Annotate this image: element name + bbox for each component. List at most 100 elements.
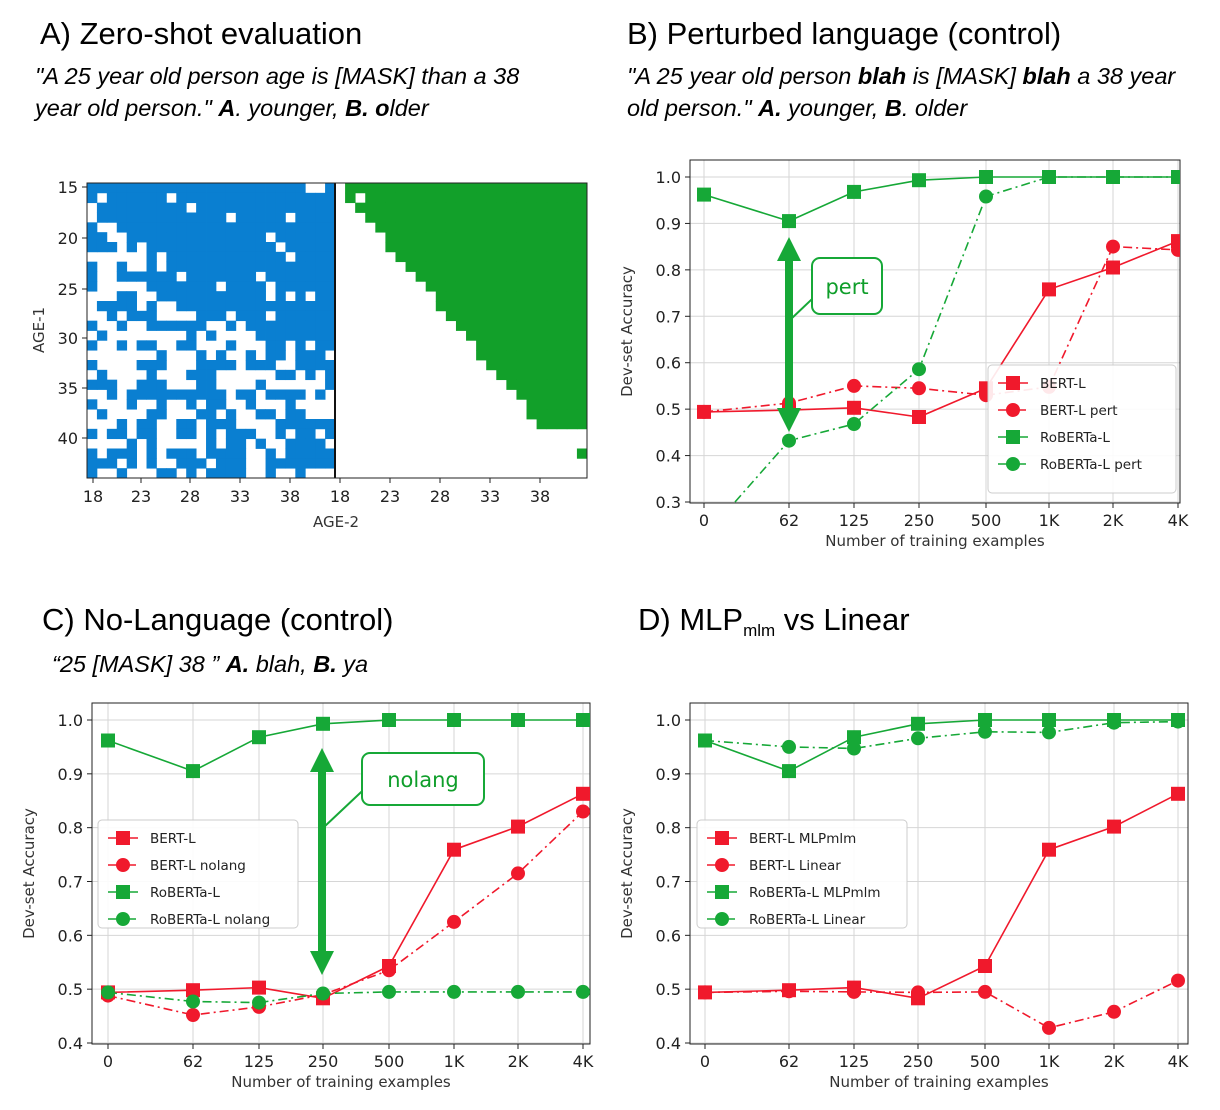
heatmap-cell-younger	[315, 389, 326, 400]
heatmap-cell-older	[526, 202, 537, 213]
heatmap-cell-younger	[295, 183, 306, 194]
heatmap-cell-younger	[87, 458, 98, 469]
heatmap-cell-younger	[146, 419, 157, 430]
heatmap-cell-younger	[295, 448, 306, 459]
heatmap-cell-younger	[235, 301, 247, 312]
heatmap-cell-younger	[245, 271, 257, 282]
heatmap-cell-older	[556, 350, 568, 361]
heatmap-cell-younger	[265, 212, 276, 223]
heatmap-cell-older	[526, 340, 537, 351]
heatmap-y-tick-label: 20	[58, 229, 78, 248]
heatmap-cell-older	[506, 291, 517, 302]
heatmap-cell-younger	[146, 320, 157, 331]
heatmap-cell-younger	[126, 192, 137, 204]
heatmap-cell-younger	[235, 428, 247, 440]
panel-b-subtitle: "A 25 year old person blah is [MASK] bla…	[627, 63, 1176, 121]
heatmap-cell-younger	[156, 360, 167, 371]
heatmap-cell-younger	[305, 360, 316, 371]
heatmap-cell-older	[556, 379, 568, 390]
heatmap-cell-older	[536, 192, 548, 204]
heatmap-cell-older	[576, 222, 588, 233]
heatmap-cell-older	[556, 202, 568, 213]
heatmap-cell-younger	[295, 232, 306, 243]
heatmap-cell-older	[516, 183, 527, 194]
data-point	[1171, 234, 1180, 249]
heatmap-cell-older	[526, 379, 537, 390]
heatmap-cell-younger	[126, 291, 137, 302]
heatmap-cell-younger	[176, 261, 187, 272]
heatmap-y-axis-label: AGE-1	[30, 307, 48, 353]
data-point	[1042, 379, 1056, 394]
heatmap-cell-older	[506, 271, 517, 282]
legend: BERT-L MLPmlm BERT-L Linear RoBERTa-L MLPm…	[696, 819, 908, 929]
heatmap-cell-older	[526, 320, 537, 331]
heatmap-cell-older	[405, 192, 417, 204]
heatmap-cell-younger	[136, 360, 147, 371]
heatmap-cell-older	[486, 232, 497, 243]
heatmap-cell-older	[526, 301, 537, 312]
legend-marker	[715, 885, 729, 899]
data-point	[576, 713, 590, 727]
heatmap-cell-younger	[225, 320, 237, 331]
heatmap-cell-younger	[305, 458, 316, 469]
heatmap-cell-younger	[285, 409, 296, 420]
data-point	[912, 381, 926, 396]
heatmap-cell-younger	[295, 389, 306, 400]
heatmap-cell-older	[516, 251, 527, 263]
heatmap-cell-younger	[285, 261, 296, 272]
heatmap-cell-younger	[285, 192, 296, 204]
heatmap-cell-older	[546, 360, 558, 371]
heatmap-cell-younger	[156, 232, 167, 243]
heatmap-cell-younger	[116, 291, 128, 302]
data-point	[447, 914, 461, 929]
heatmap-cell-older	[546, 409, 558, 420]
heatmap-cell-older	[526, 261, 537, 272]
heatmap-cell-younger	[325, 271, 336, 282]
heatmap-cell-older	[556, 419, 568, 430]
data-point	[1107, 819, 1121, 834]
heatmap-cell-older	[435, 192, 447, 204]
heatmap-cell-older	[405, 242, 417, 253]
heatmap-cell-younger	[245, 212, 257, 223]
heatmap-cell-older	[556, 301, 568, 312]
heatmap-cell-younger	[295, 202, 306, 213]
series-line	[107, 793, 584, 1000]
heatmap-cell-younger	[176, 428, 187, 440]
panel-b-title: B) Perturbed language (control)	[627, 16, 1062, 51]
heatmap-cell-younger	[235, 212, 247, 223]
heatmap-cell-older	[546, 281, 558, 292]
y-tick-label: 0.8	[656, 261, 681, 280]
heatmap-cell-younger	[156, 291, 167, 302]
heatmap-cell-older	[536, 389, 548, 400]
heatmap-cell-older	[375, 222, 386, 233]
heatmap-cell-younger	[285, 369, 296, 381]
heatmap-x-tick-label: 33	[230, 487, 250, 506]
heatmap-cell-younger	[87, 222, 98, 233]
heatmap-cell-younger	[146, 389, 157, 400]
heatmap-cell-younger	[245, 320, 257, 331]
heatmap-cell-younger	[265, 350, 276, 361]
heatmap-cell-younger	[87, 261, 98, 272]
heatmap-cell-younger	[305, 330, 316, 341]
heatmap-cell-older	[455, 281, 467, 292]
data-point	[697, 404, 711, 419]
heatmap-cell-younger	[305, 271, 316, 282]
heatmap-cell-younger	[265, 468, 276, 479]
heatmap-cell-younger	[116, 183, 128, 194]
heatmap-cell-older	[455, 291, 467, 302]
heatmap-cell-younger	[206, 242, 217, 253]
plot-frame	[689, 159, 1181, 504]
heatmap-cell-younger	[156, 409, 167, 420]
heatmap-cell-younger	[116, 202, 128, 213]
heatmap-cell-older	[526, 222, 537, 233]
data-point	[979, 189, 993, 204]
legend-label: BERT-L Linear	[749, 858, 841, 874]
data-point	[1042, 170, 1056, 184]
heatmap-cell-younger	[245, 310, 257, 322]
heatmap-cell-younger	[146, 242, 157, 253]
heatmap-cell-younger	[156, 379, 167, 390]
heatmap-cell-younger	[285, 242, 296, 253]
callout-arrow-head-down	[777, 408, 801, 432]
heatmap-cell-younger	[186, 448, 197, 459]
data-point	[101, 988, 115, 1003]
